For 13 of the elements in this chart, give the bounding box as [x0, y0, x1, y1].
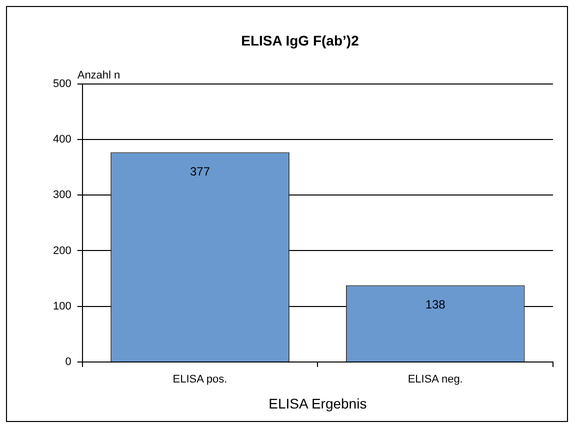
y-axis-title: Anzahl n	[77, 69, 120, 82]
chart-title: ELISA IgG F(ab’)2	[241, 32, 360, 48]
y-tick-label: 400	[52, 133, 72, 146]
y-tick-label: 500	[52, 78, 72, 90]
y-tick-label: 100	[52, 300, 72, 312]
data-label: 377	[190, 164, 210, 179]
data-label: 138	[425, 298, 446, 312]
x-tick-label: ELISA pos.	[172, 374, 228, 386]
y-tick-label: 300	[52, 189, 72, 202]
x-axis-title: ELISA Ergebnis	[268, 395, 367, 412]
y-tick-label: 0	[65, 356, 72, 368]
y-tick-label: 200	[52, 244, 72, 257]
x-tick-label: ELISA neg.	[408, 374, 463, 386]
